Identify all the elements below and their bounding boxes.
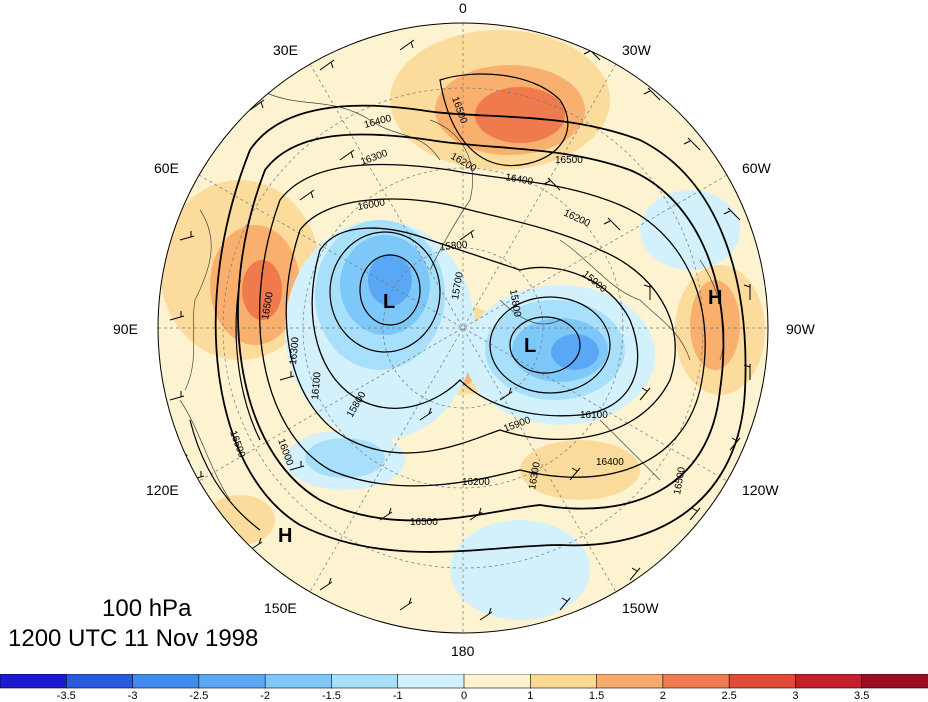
lon-label-120e: 120E [146, 482, 179, 498]
colorbar-tick-label: -1 [392, 690, 403, 702]
colorbar-tick-label: 2.5 [721, 690, 737, 702]
colorbar-swatch [529, 674, 598, 689]
lon-label-150w: 150W [622, 600, 659, 616]
lon-label-60w: 60W [742, 160, 771, 176]
contour-label: 16500 [410, 517, 438, 528]
contour-label: 15700 [450, 271, 466, 301]
lon-label-30e: 30E [273, 42, 298, 58]
contour-label: 16000 [357, 197, 387, 213]
lon-label-30w: 30W [622, 42, 651, 58]
colorbar-swatch [861, 674, 928, 689]
contour-label: 16500 [555, 155, 583, 166]
contour-label: 16200 [462, 477, 490, 488]
contour-label: 16100 [580, 410, 608, 421]
colorbar-swatch [331, 674, 399, 689]
colorbar-swatch [463, 674, 532, 689]
contour-label: 16300 [288, 336, 301, 365]
colorbar-swatch [596, 674, 664, 689]
contour-label: 16400 [504, 172, 534, 188]
colorbar-swatch [198, 674, 266, 689]
lon-label-120w: 120W [742, 482, 779, 498]
high-center: H [278, 525, 292, 547]
contour-labels: 16500 16400 16300 16200 16500 16400 1620… [177, 95, 688, 528]
colorbar-swatch [65, 674, 134, 689]
colorbar-swatch [264, 674, 333, 689]
lon-label-60e: 60E [154, 160, 179, 176]
contour-label: 15800 [439, 240, 468, 253]
pressure-level-title: 100 hPa [102, 595, 192, 622]
pressure-centers: L L H H [278, 287, 722, 547]
colorbar-swatch [662, 674, 730, 689]
contour-label: 16500 [672, 466, 688, 496]
contour-label: 15800 [507, 289, 523, 319]
colorbar-tick-label: 2 [659, 690, 666, 702]
colorbar-swatch [728, 674, 797, 689]
contour-label: 16300 [527, 461, 543, 491]
wind-barbs [169, 39, 751, 621]
colorbar-tick-label: 3 [792, 690, 799, 702]
colorbar [0, 674, 928, 689]
colorbar-tick-label: 0 [460, 690, 468, 702]
colorbar-tick-label: -2 [260, 690, 271, 702]
lon-label-0: 0 [459, 0, 467, 16]
graticule [158, 23, 768, 633]
lon-label-90e: 90E [113, 321, 138, 337]
colorbar-tick-label: -2.5 [189, 690, 209, 702]
contour-label: 16500 [260, 291, 276, 321]
colorbar-swatch [132, 674, 200, 689]
high-center: H [708, 287, 722, 309]
colorbar-tick-label: 1.5 [588, 690, 605, 702]
colorbar-tick-label: 1 [527, 690, 534, 702]
colorbar-swatch [795, 674, 863, 689]
map-border [157, 22, 769, 634]
contour-label: 16400 [596, 457, 624, 468]
colorbar-tick-label: -3 [127, 690, 138, 702]
colorbar-swatch [397, 674, 465, 689]
colorbar-tick-label: -1.5 [321, 690, 341, 702]
low-center: L [524, 335, 536, 357]
valid-time-title: 1200 UTC 11 Nov 1998 [8, 625, 259, 652]
lon-label-90w: 90W [786, 321, 815, 337]
colorbar-tick-label: -3.5 [56, 690, 76, 702]
lon-label-150e: 150E [264, 600, 297, 616]
coastlines [179, 89, 725, 501]
height-contours [189, 73, 747, 553]
low-center: L [383, 291, 395, 313]
lon-label-180: 180 [451, 643, 475, 659]
colorbar-swatch [0, 674, 68, 689]
anomaly-core-cool-patches [368, 254, 599, 370]
colorbar-tick-label: 3.5 [854, 690, 870, 702]
contour-label: 16100 [310, 371, 323, 400]
